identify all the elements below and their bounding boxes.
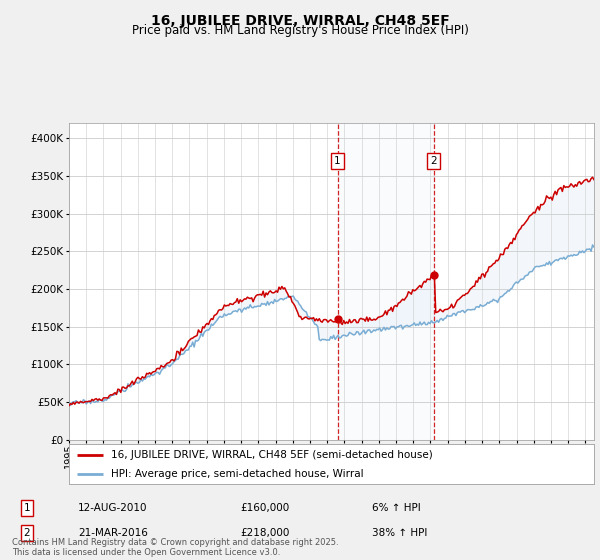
- Text: Price paid vs. HM Land Registry's House Price Index (HPI): Price paid vs. HM Land Registry's House …: [131, 24, 469, 36]
- Text: 2: 2: [431, 156, 437, 166]
- Text: 1: 1: [23, 503, 31, 513]
- Text: 16, JUBILEE DRIVE, WIRRAL, CH48 5EF (semi-detached house): 16, JUBILEE DRIVE, WIRRAL, CH48 5EF (sem…: [111, 450, 433, 460]
- Text: 21-MAR-2016: 21-MAR-2016: [78, 528, 148, 538]
- Text: Contains HM Land Registry data © Crown copyright and database right 2025.
This d: Contains HM Land Registry data © Crown c…: [12, 538, 338, 557]
- Bar: [338, 123, 434, 440]
- Text: 16, JUBILEE DRIVE, WIRRAL, CH48 5EF: 16, JUBILEE DRIVE, WIRRAL, CH48 5EF: [151, 14, 449, 28]
- Text: 38% ↑ HPI: 38% ↑ HPI: [372, 528, 427, 538]
- Text: HPI: Average price, semi-detached house, Wirral: HPI: Average price, semi-detached house,…: [111, 469, 364, 478]
- Text: 1: 1: [334, 156, 341, 166]
- Text: 12-AUG-2010: 12-AUG-2010: [78, 503, 148, 513]
- Text: £160,000: £160,000: [240, 503, 289, 513]
- Text: 2: 2: [23, 528, 31, 538]
- Text: 6% ↑ HPI: 6% ↑ HPI: [372, 503, 421, 513]
- Text: £218,000: £218,000: [240, 528, 289, 538]
